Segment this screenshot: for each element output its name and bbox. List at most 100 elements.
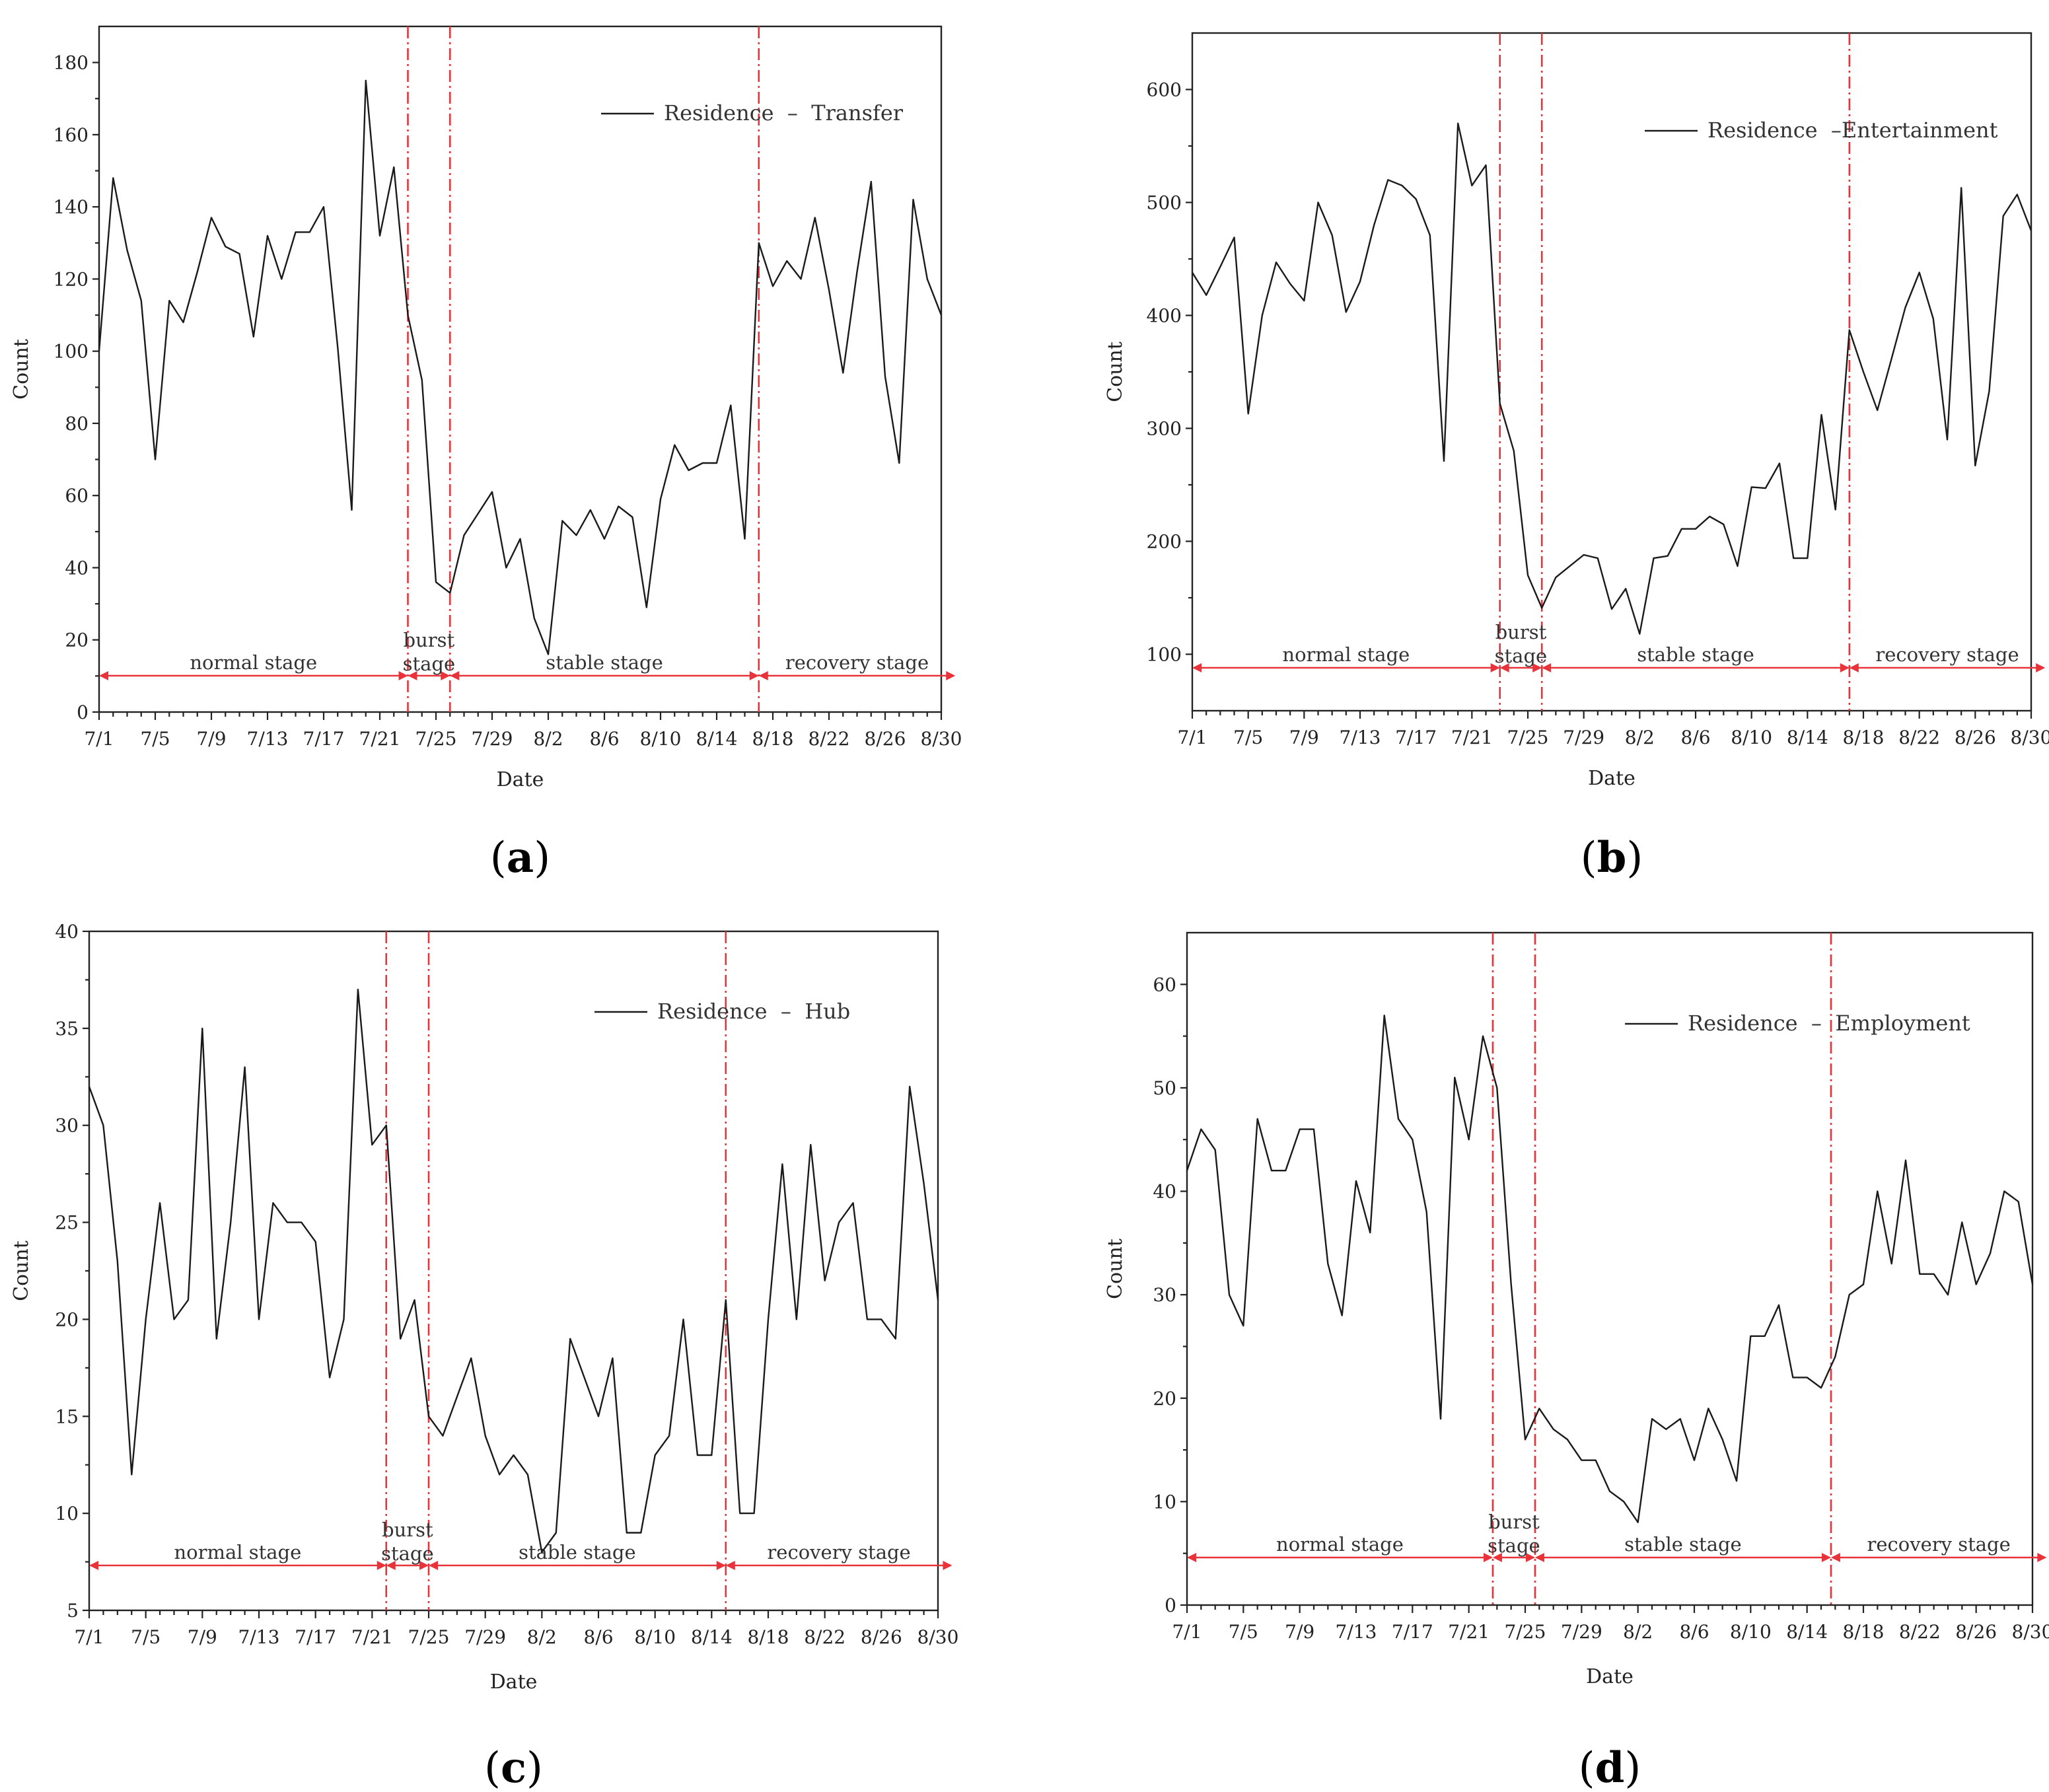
chart-c-xtick-label: 7/5: [131, 1626, 161, 1648]
chart-a-stage-arrowhead-right: [398, 671, 408, 680]
chart-b-xtick-label: 8/2: [1625, 727, 1655, 748]
chart-c-ytick-label: 30: [55, 1115, 79, 1137]
chart-b-plot: 100 200 300 400 500 600 7/1 7/5 7/9 7/13 7/17 7/21 7…: [1147, 32, 2049, 748]
chart-d-xtick-label: 7/17: [1392, 1621, 1433, 1643]
chart-c-ytick-label: 5: [67, 1600, 79, 1622]
chart-d-plot: 0 10 20 30 40 50 60 7/1 7/5 7/9 7/13 7/17 7/21 7/25 7/…: [1153, 931, 2049, 1643]
chart-c-xlabel: Date: [490, 1670, 538, 1694]
chart-c-xtick-label: 7/29: [464, 1626, 506, 1648]
chart-d-ytick-label: 20: [1153, 1388, 1176, 1410]
chart-d-xtick-label: 8/30: [2012, 1621, 2049, 1643]
chart-d-stage-label: normal stage: [1276, 1533, 1404, 1556]
chart-c-xtick-label: 7/17: [295, 1626, 336, 1648]
chart-d-svg: 0 10 20 30 40 50 60 7/1 7/5 7/9 7/13 7/17 7/21 7/25 7/…: [1104, 931, 2049, 1792]
chart-b-xtick-label: 8/26: [1955, 727, 1996, 748]
chart-b-legend-label: Residence –Entertainment: [1708, 118, 1998, 143]
chart-d-xtick-label: 7/5: [1229, 1621, 1258, 1643]
chart-d-series-line: [1186, 1015, 2034, 1523]
chart-d-ytick-label: 0: [1165, 1595, 1176, 1616]
chart-a-xtick-label: 7/25: [415, 728, 457, 750]
chart-a-xtick-label: 7/21: [359, 728, 401, 750]
chart-b-series-line: [1191, 122, 2032, 635]
chart-a-frame: [98, 25, 943, 713]
chart-a-xtick-label: 7/1: [84, 728, 114, 750]
chart-c-ytick-label: 10: [55, 1503, 79, 1524]
chart-d-xtick-label: 7/13: [1336, 1621, 1377, 1643]
chart-a-stage-arrowhead-right: [441, 671, 450, 680]
chart-c-panel-letter: c: [501, 1743, 526, 1792]
chart-c-ytick-label: 25: [55, 1212, 79, 1234]
chart-a-legend-label: Residence – Transfer: [664, 100, 904, 125]
chart-d-ytick-label: 40: [1153, 1181, 1176, 1203]
chart-c-series-line: [88, 988, 939, 1554]
chart-a-stage-label: normal stage: [190, 651, 317, 674]
chart-d-ytick-label: 10: [1153, 1491, 1176, 1513]
chart-b-xtick-label: 8/30: [2011, 727, 2049, 748]
chart-c-stage-arrowhead-right: [419, 1561, 429, 1570]
chart-d-stage-arrowhead-left: [1492, 1553, 1502, 1562]
chart-d-xtick-label: 8/14: [1786, 1621, 1828, 1643]
chart-c-stage-arrowhead-left: [725, 1561, 735, 1570]
chart-c-panel-label: (c): [484, 1743, 543, 1792]
chart-a-ytick-label: 140: [54, 196, 89, 218]
chart-d-xtick-label: 8/26: [1955, 1621, 1997, 1643]
chart-a-ytick-label: 60: [65, 485, 89, 507]
chart-d-xtick-label: 7/1: [1172, 1621, 1202, 1643]
chart-d-stage-label: recovery stage: [1867, 1533, 2010, 1556]
chart-a-stage-arrowhead-left: [99, 671, 108, 680]
chart-a-xtick-label: 7/5: [140, 728, 170, 750]
chart-b-ytick-label: 500: [1147, 192, 1182, 214]
chart-b-xtick-label: 7/17: [1395, 727, 1437, 748]
chart-a-ytick-label: 80: [65, 413, 89, 435]
chart-c-stage-label: recovery stage: [767, 1541, 910, 1563]
chart-a-stage-arrowhead-right: [749, 671, 759, 680]
chart-c-ytick-label: 15: [55, 1406, 79, 1427]
chart-a-stage-arrowhead-left: [450, 671, 460, 680]
chart-a-xtick-label: 8/30: [921, 728, 962, 750]
chart-c-stage-arrowhead-left: [89, 1561, 98, 1570]
chart-d-stage-arrowhead-left: [1187, 1553, 1196, 1562]
chart-b-xtick-label: 8/18: [1843, 727, 1885, 748]
chart-d-ytick-label: 60: [1153, 974, 1176, 995]
chart-d-ytick-label: 50: [1153, 1077, 1176, 1099]
chart-a-ytick-label: 40: [65, 557, 89, 579]
chart-c-xtick-label: 8/22: [804, 1626, 845, 1648]
chart-c-ytick-label: 40: [55, 921, 79, 943]
chart-c-xtick-label: 8/2: [527, 1626, 557, 1648]
chart-d-stage-arrowhead-left: [1830, 1553, 1840, 1562]
chart-b-ytick-label: 200: [1147, 531, 1182, 553]
chart-a-ytick-label: 100: [54, 341, 89, 363]
chart-a-xtick-label: 8/18: [752, 728, 794, 750]
chart-c-xtick-label: 8/10: [634, 1626, 676, 1648]
chart-d-panel-label: (d): [1579, 1743, 1641, 1792]
chart-c-xtick-label: 7/1: [74, 1626, 104, 1648]
chart-a-svg: 0 20 40 60 80 100 120 140 160 180 7/1 7/5 7/9 7/13 7/1…: [10, 25, 962, 882]
chart-a-xtick-label: 8/2: [533, 728, 563, 750]
chart-b-stage-label: recovery stage: [1875, 643, 2019, 666]
chart-a-stage-label: recovery stage: [785, 651, 929, 674]
chart-a-ytick-label: 160: [54, 124, 89, 146]
chart-d-stage-arrowhead-right: [1483, 1553, 1493, 1562]
chart-d-xtick-label: 8/6: [1679, 1621, 1709, 1643]
chart-c-stage-arrowhead-left: [386, 1561, 396, 1570]
chart-a-xtick-label: 8/14: [696, 728, 738, 750]
chart-panel-b: 100 200 300 400 500 600 7/1 7/5 7/9 7/13 7/17 7/21 7…: [1030, 0, 2049, 882]
chart-a-xtick-label: 7/29: [472, 728, 513, 750]
chart-b-ytick-label: 600: [1147, 79, 1182, 101]
chart-c-xtick-label: 8/30: [917, 1626, 959, 1648]
chart-b-stage-label: stable stage: [1637, 643, 1754, 666]
chart-b-xtick-label: 7/1: [1177, 727, 1207, 748]
chart-d-stage-label: burst stage: [1488, 1511, 1540, 1557]
chart-b-stage-arrowhead-right: [1532, 663, 1542, 672]
chart-b-panel-letter: b: [1597, 833, 1627, 882]
chart-d-xtick-label: 7/25: [1505, 1621, 1546, 1643]
chart-c-xtick-label: 8/14: [691, 1626, 733, 1648]
chart-c-xtick-label: 7/9: [188, 1626, 217, 1648]
chart-d-stage-arrowhead-right: [2037, 1553, 2047, 1562]
chart-b-xtick-label: 8/10: [1731, 727, 1772, 748]
chart-a-panel-label: (a): [490, 833, 550, 882]
chart-b-stage-arrowhead-right: [1490, 663, 1500, 672]
chart-b-xtick-label: 7/25: [1507, 727, 1549, 748]
chart-b-stage-arrowhead-right: [2036, 663, 2046, 672]
chart-b-stage-arrowhead-left: [1542, 663, 1552, 672]
